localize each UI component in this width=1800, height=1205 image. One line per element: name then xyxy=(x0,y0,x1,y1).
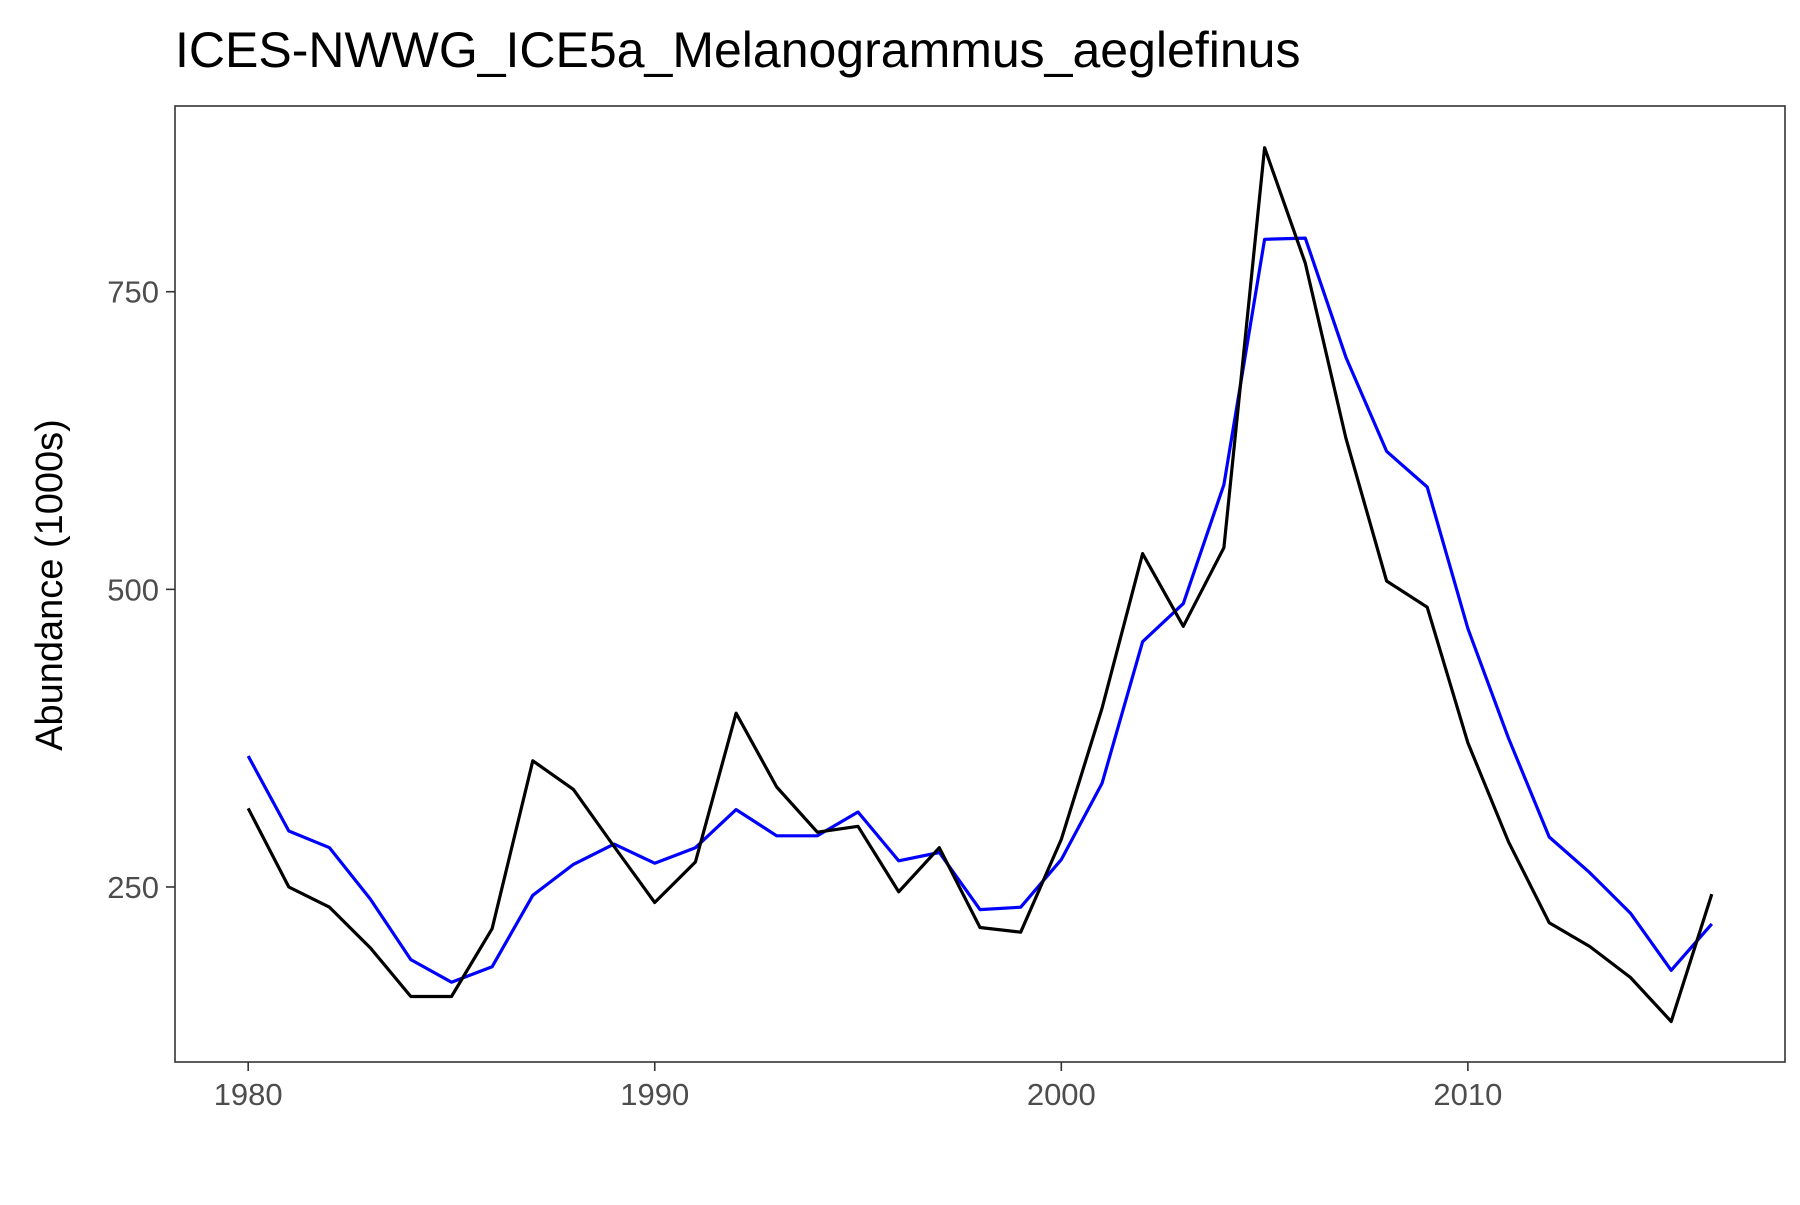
x-tick-label: 1990 xyxy=(620,1077,689,1112)
plot-area: 1980 1990 2000 2010 250 500 750 xyxy=(107,105,1786,1112)
y-axis-label: Abundance (1000s) xyxy=(29,419,71,751)
chart-title: ICES-NWWG_ICE5a_Melanogrammus_aeglefinus xyxy=(175,22,1300,78)
y-tick-label: 500 xyxy=(107,572,159,607)
x-tick-label: 2010 xyxy=(1433,1077,1502,1112)
series-line-2 xyxy=(246,146,1714,1024)
x-tick-label: 1980 xyxy=(214,1077,283,1112)
series-line-1 xyxy=(246,236,1714,984)
x-tick-label: 2000 xyxy=(1027,1077,1096,1112)
y-tick-label: 750 xyxy=(107,275,159,310)
plot-panel-border xyxy=(174,105,1786,1063)
y-tick-label: 250 xyxy=(107,870,159,905)
